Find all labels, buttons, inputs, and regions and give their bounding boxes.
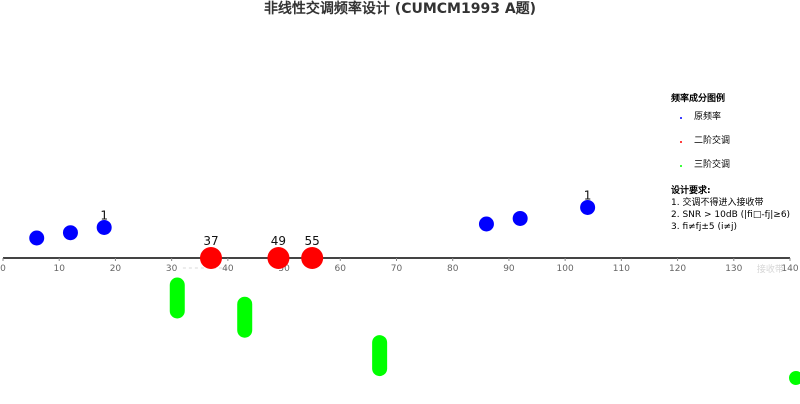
x-tick-label: 80 <box>447 264 459 274</box>
legend-entry-second-order: 二阶交调 <box>671 129 799 153</box>
legend-entry-original: 原频率 <box>671 105 799 129</box>
x-tick-label: 20 <box>110 264 122 274</box>
notes-heading: 设计要求: <box>671 186 711 196</box>
original-frequency-point <box>512 210 528 226</box>
x-tick-label: 90 <box>503 264 515 274</box>
second-order-point <box>267 247 290 269</box>
third-order-point <box>789 371 800 385</box>
second-order-point <box>301 247 324 269</box>
band-label: 接收带 <box>757 263 784 275</box>
x-tick-label: 100 <box>557 264 574 274</box>
second-order-label: 37 <box>203 234 218 248</box>
x-tick-label: 10 <box>53 264 65 274</box>
x-tick-label: 40 <box>222 264 234 274</box>
second-order-label: 55 <box>305 234 320 248</box>
original-frequency-point <box>478 216 494 232</box>
legend-label-original: 原频率 <box>694 112 722 122</box>
legend: 频率成分图例 原频率 二阶交调 三阶交调 设计要求: 1. 交调不得进入接收带 … <box>671 93 799 233</box>
x-tick-label: 140 <box>781 264 798 274</box>
original-frequency-label: 1 <box>100 208 108 222</box>
original-frequency-point <box>29 230 45 246</box>
chart-title: 非线性交调频率设计 (CUMCM1993 A题) <box>263 1 537 17</box>
x-tick-label: 130 <box>725 264 742 274</box>
note-line-1: 1. 交调不得进入接收带 <box>671 198 764 208</box>
x-tick-label: 60 <box>335 264 347 274</box>
chart-series: 1 1 37 49 55 <box>29 188 800 385</box>
second-order-point <box>199 247 222 269</box>
legend-label-third-order: 三阶交调 <box>694 160 731 170</box>
second-order-label: 49 <box>271 234 286 248</box>
legend-entry-third-order: 三阶交调 <box>671 153 799 177</box>
original-frequency-point <box>96 219 112 235</box>
x-tick-label: 120 <box>669 264 686 274</box>
x-tick-label: 110 <box>613 264 630 274</box>
note-line-2: 2. SNR > 10dB (|fi□-fj|≥6) <box>671 210 791 220</box>
original-frequency-point <box>580 199 596 215</box>
design-notes: 设计要求: 1. 交调不得进入接收带 2. SNR > 10dB (|fi□-f… <box>671 185 799 233</box>
legend-marker-third-order <box>680 165 682 167</box>
original-frequency-point <box>62 225 78 241</box>
x-tick-label: 50 <box>278 264 290 274</box>
original-frequency-label: 1 <box>584 188 592 202</box>
x-axis-ticks: 0 10 20 30 40 50 60 70 80 90 100 110 120 130 140 <box>0 258 799 274</box>
legend-marker-second-order <box>680 141 682 143</box>
x-tick-label: 30 <box>166 264 178 274</box>
legend-heading: 频率成分图例 <box>671 94 726 104</box>
legend-label-second-order: 二阶交调 <box>694 136 731 146</box>
legend-marker-original <box>680 117 682 119</box>
x-tick-label: 0 <box>0 264 6 274</box>
x-tick-label: 70 <box>391 264 403 274</box>
note-line-3: 3. fi≠fj±5 (i≠j) <box>671 222 738 232</box>
